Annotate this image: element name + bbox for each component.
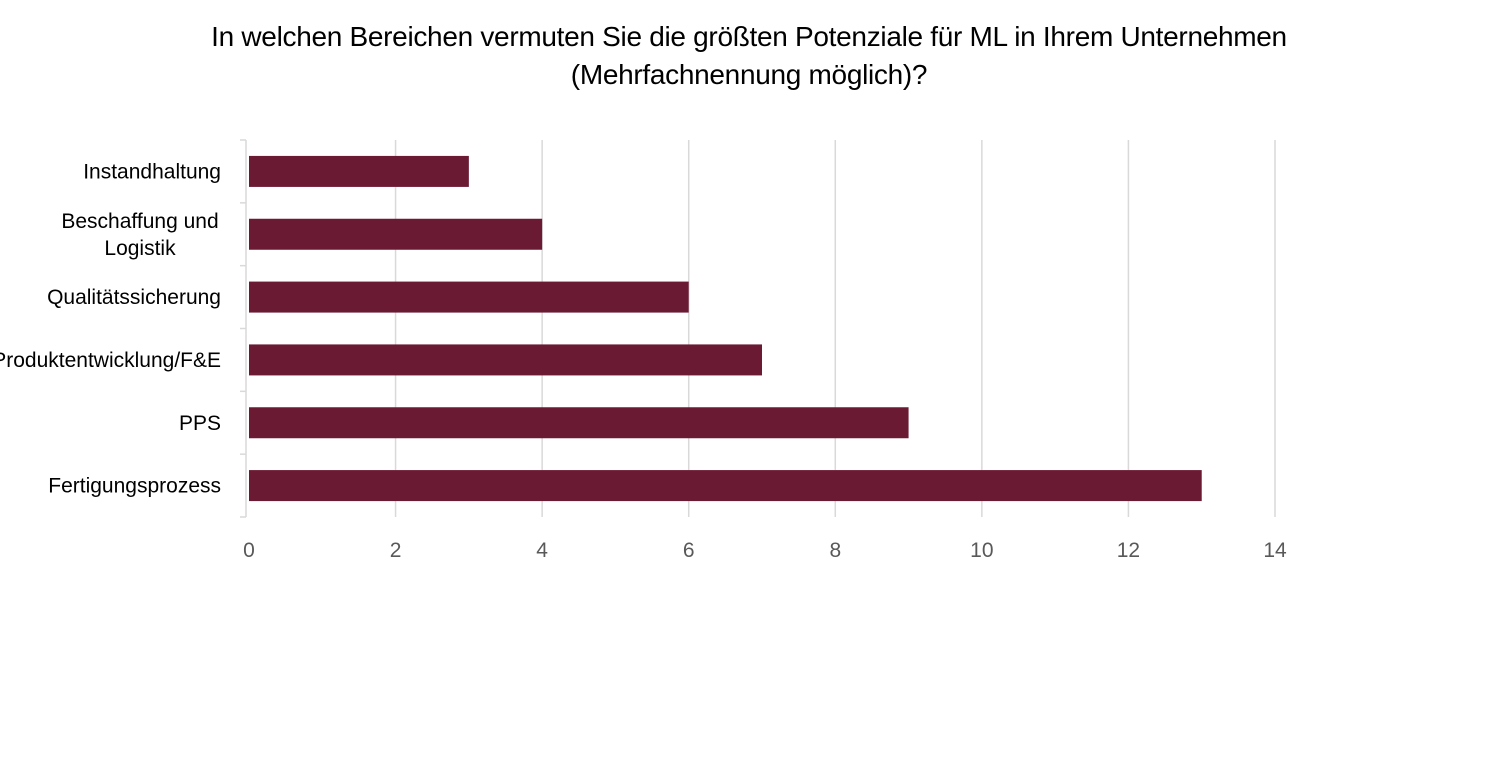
category-labels: Instandhaltung Beschaffung und Logistik Qua… <box>0 160 221 497</box>
bar <box>249 407 909 439</box>
gridlines <box>394 140 1276 517</box>
category-label: PPS <box>179 412 221 435</box>
bar <box>249 281 689 313</box>
category-label-line: Beschaffung und <box>61 210 218 233</box>
axes <box>240 139 247 518</box>
bar <box>249 218 543 250</box>
category-label: Produktentwicklung/F&E <box>0 349 221 372</box>
x-tick-label: 0 <box>243 539 255 562</box>
x-tick-label: 2 <box>390 539 402 562</box>
bar <box>249 470 1202 502</box>
chart-title: In welchen Bereichen vermuten Sie die gr… <box>0 18 1498 94</box>
category-label-line: Qualitätssicherung <box>47 286 221 309</box>
bar <box>249 344 762 376</box>
x-tick-label: 8 <box>829 539 841 562</box>
x-tick-label: 12 <box>1117 539 1140 562</box>
chart-title-line-2: (Mehrfachnennung möglich)? <box>570 59 928 90</box>
category-label: Fertigungsprozess <box>48 475 221 498</box>
category-label: Instandhaltung <box>83 160 221 183</box>
chart-title-line-1: In welchen Bereichen vermuten Sie die gr… <box>211 21 1287 52</box>
bars <box>249 155 1202 502</box>
category-label-line: PPS <box>179 412 221 435</box>
category-label: Beschaffung und Logistik <box>61 210 218 260</box>
bar <box>249 155 469 187</box>
x-tick-label: 14 <box>1263 539 1287 562</box>
category-label-line: Instandhaltung <box>83 160 221 183</box>
category-label-line: Fertigungsprozess <box>48 475 221 498</box>
x-tick-label: 6 <box>683 539 695 562</box>
category-label: Qualitätssicherung <box>47 286 221 309</box>
x-tick-label: 4 <box>536 539 548 562</box>
category-label-line: Logistik <box>104 237 176 260</box>
x-tick-label: 10 <box>970 539 993 562</box>
category-label-line: Produktentwicklung/F&E <box>0 349 221 372</box>
tick-labels: 0 2 4 6 8 10 12 14 <box>243 539 1287 562</box>
